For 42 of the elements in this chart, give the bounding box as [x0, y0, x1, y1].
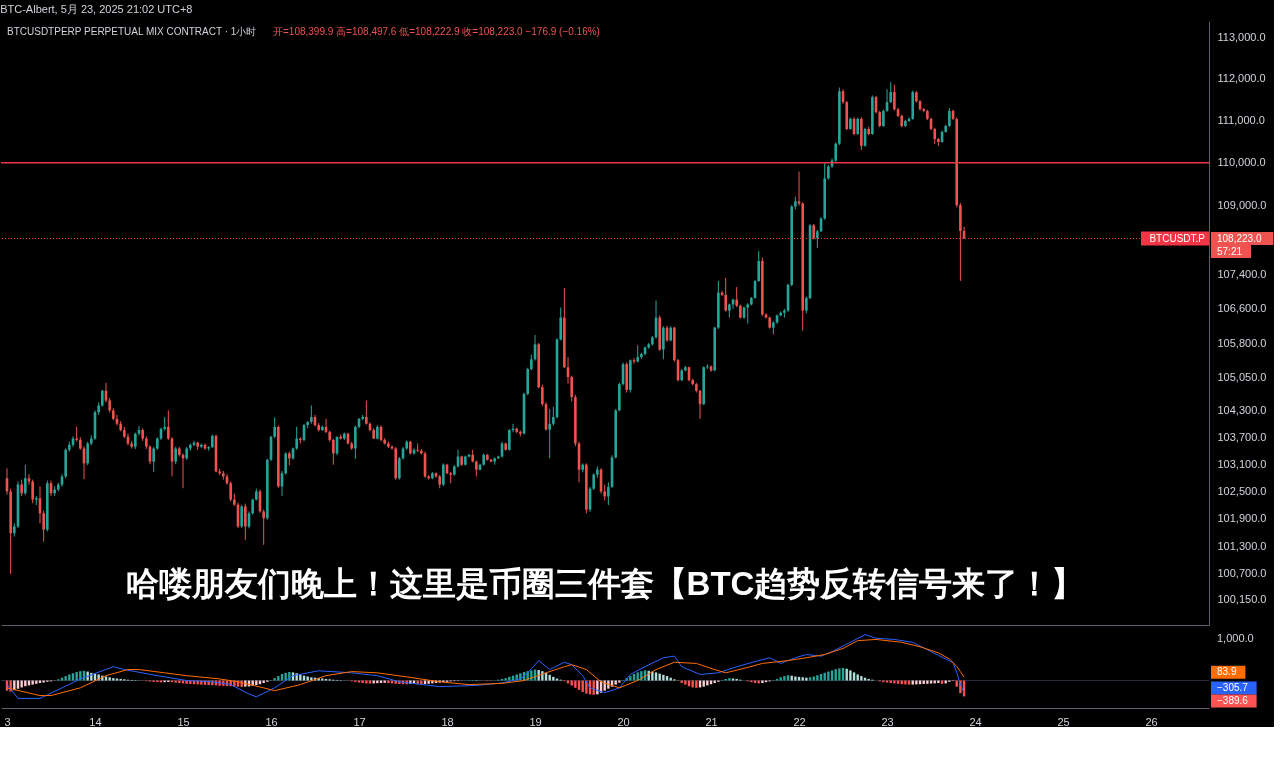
y-tick-label: 103,700.0 — [1217, 430, 1267, 443]
ref-line-label: BTCUSDT.P — [1149, 232, 1206, 244]
annotation: 哈喽朋友们晚上！这里是币圈三件套【BTC趋势反转信号来了！】 — [125, 565, 1085, 602]
x-tick-label: 17 — [353, 715, 366, 728]
y-tick-label: 101,900.0 — [1217, 512, 1267, 525]
y-tick-label: 111,000.0 — [1217, 114, 1265, 127]
x-tick-label: 3 — [4, 715, 11, 728]
text: BTCUSDTPERP PERPETUAL MIX CONTRACT · 1小时 — [7, 26, 257, 37]
chart-title: BTC-Albert, 5月 23, 2025 21:02 UTC+8 — [0, 3, 193, 15]
y-tick-label: 102,500.0 — [1217, 484, 1267, 497]
y-tick-label: 107,400.0 — [1217, 267, 1267, 280]
x-tick-label: 22 — [793, 715, 806, 728]
text: −389.6 — [1217, 695, 1249, 706]
y-tick-label: 100,700.0 — [1217, 567, 1267, 580]
annotation: 开=108,399.9 高=108,497.6 低=108,222.9 收=108,223.0 −176.9 (−0.16%) — [273, 26, 600, 37]
x-tick-label: 18 — [441, 715, 454, 728]
y-tick-label: 105,050.0 — [1217, 370, 1267, 383]
y-tick-label: 109,000.0 — [1217, 198, 1267, 211]
y-tick-label: 103,100.0 — [1217, 457, 1267, 470]
text: 1,000.0 — [1217, 632, 1254, 644]
x-tick-label: 14 — [89, 715, 102, 728]
x-tick-label: 15 — [177, 715, 190, 728]
y-tick-label: 104,300.0 — [1217, 403, 1267, 416]
text: −305.7 — [1217, 682, 1249, 693]
y-tick-label: 105,800.0 — [1217, 337, 1267, 350]
x-tick-label: 23 — [881, 715, 894, 728]
y-tick-label: 100,150.0 — [1217, 592, 1267, 605]
x-tick-label: 24 — [969, 715, 982, 728]
y-tick-label: 113,000.0 — [1217, 30, 1266, 43]
y-tick-label: 106,600.0 — [1217, 302, 1267, 315]
text: 83.9 — [1217, 666, 1237, 678]
y-tick-label: 110,000.0 — [1217, 156, 1266, 169]
x-tick-label: 19 — [529, 715, 542, 728]
y-tick-label: 112,000.0 — [1217, 72, 1266, 85]
x-tick-label: 21 — [705, 715, 718, 728]
x-tick-label: 16 — [265, 715, 278, 728]
y-tick-label: 101,300.0 — [1217, 539, 1267, 552]
x-tick-label: 20 — [617, 715, 630, 728]
text: 57:21 — [1217, 245, 1243, 257]
x-tick-label: 26 — [1145, 715, 1158, 728]
text: 108,223.0 — [1217, 232, 1262, 244]
x-tick-label: 25 — [1057, 715, 1070, 728]
